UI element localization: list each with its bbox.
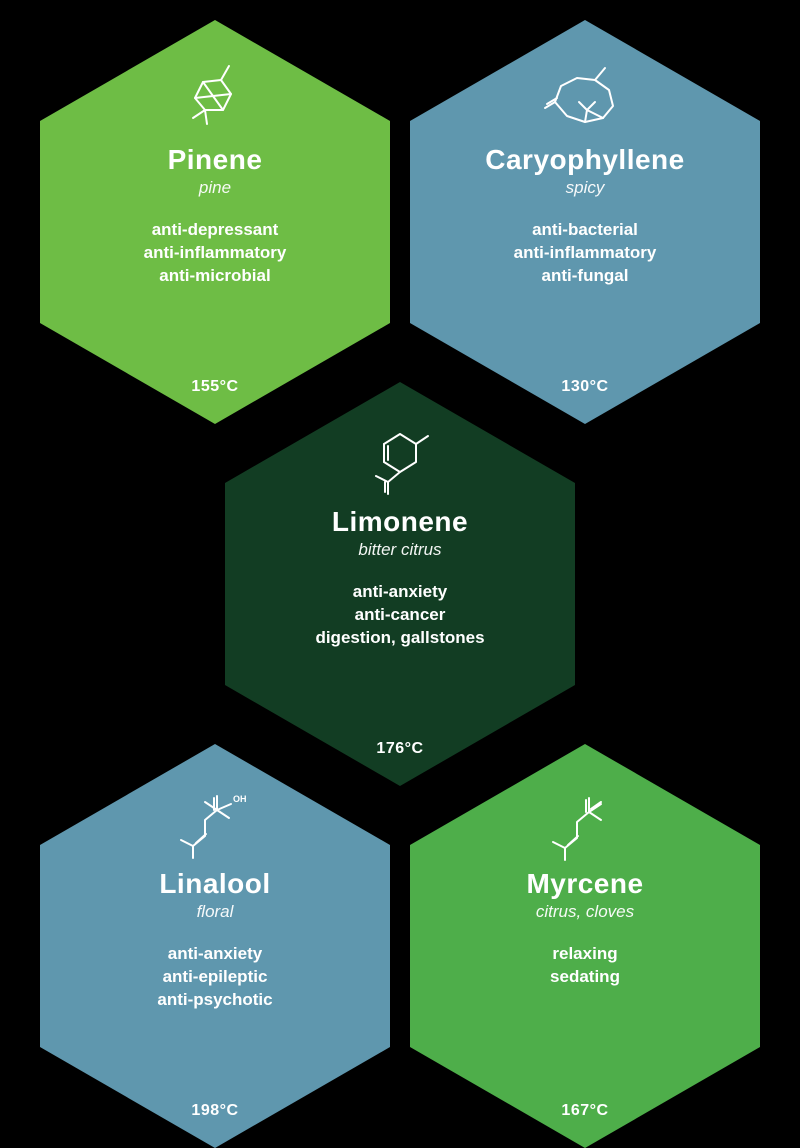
molecule-icon [505,782,665,860]
terpene-properties: anti-anxiety anti-epileptic anti-psychotic [157,944,272,1010]
terpene-aroma: spicy [566,178,605,198]
molecule-icon: OH [135,782,295,860]
terpene-aroma: pine [199,178,231,198]
property-line: anti-epileptic [157,967,272,987]
property-line: anti-psychotic [157,990,272,1010]
molecule-icon [320,420,480,498]
terpene-name: Pinene [168,144,263,176]
property-line: anti-bacterial [514,220,657,240]
terpene-card-linalool: OH Linalool floral anti-anxiety anti-epil… [40,744,390,1148]
terpene-aroma: floral [197,902,234,922]
terpene-card-myrcene: Myrcene citrus, cloves relaxingsedating … [410,744,760,1148]
terpene-temperature: 198°C [40,1102,390,1120]
property-line: anti-inflammatory [144,243,287,263]
terpene-card-caryophyllene: Caryophyllene spicy anti-bacterial anti-i… [410,20,760,424]
terpene-aroma: citrus, cloves [536,902,634,922]
property-line: anti-microbial [144,266,287,286]
property-line: anti-anxiety [157,944,272,964]
property-line: anti-inflammatory [514,243,657,263]
property-line: anti-cancer [315,605,484,625]
terpene-temperature: 167°C [410,1102,760,1120]
terpene-properties: anti-anxiety anti-cancer digestion, gallst… [315,582,484,648]
svg-text:OH: OH [233,794,247,804]
terpene-properties: relaxing sedating [550,944,620,987]
terpene-properties: anti-bacterial anti-inflammatory anti-fung… [514,220,657,286]
molecule-icon [135,58,295,136]
terpene-name: Caryophyllene [485,144,684,176]
property-line: anti-depressant [144,220,287,240]
terpene-name: Myrcene [526,868,643,900]
property-line: anti-fungal [514,266,657,286]
terpene-properties: anti-depressant anti-inflammatory anti-mic… [144,220,287,286]
terpene-card-limonene: Limonene bitter citrus anti-anxietyanti-… [225,382,575,786]
terpene-name: Linalool [159,868,270,900]
terpene-name: Limonene [332,506,468,538]
property-line: anti-anxiety [315,582,484,602]
molecule-icon [505,58,665,136]
property-line: sedating [550,967,620,987]
property-line: digestion, gallstones [315,628,484,648]
terpene-aroma: bitter citrus [358,540,441,560]
property-line: relaxing [550,944,620,964]
terpene-card-pinene: Pinene pine anti-depressant anti-inflamma… [40,20,390,424]
